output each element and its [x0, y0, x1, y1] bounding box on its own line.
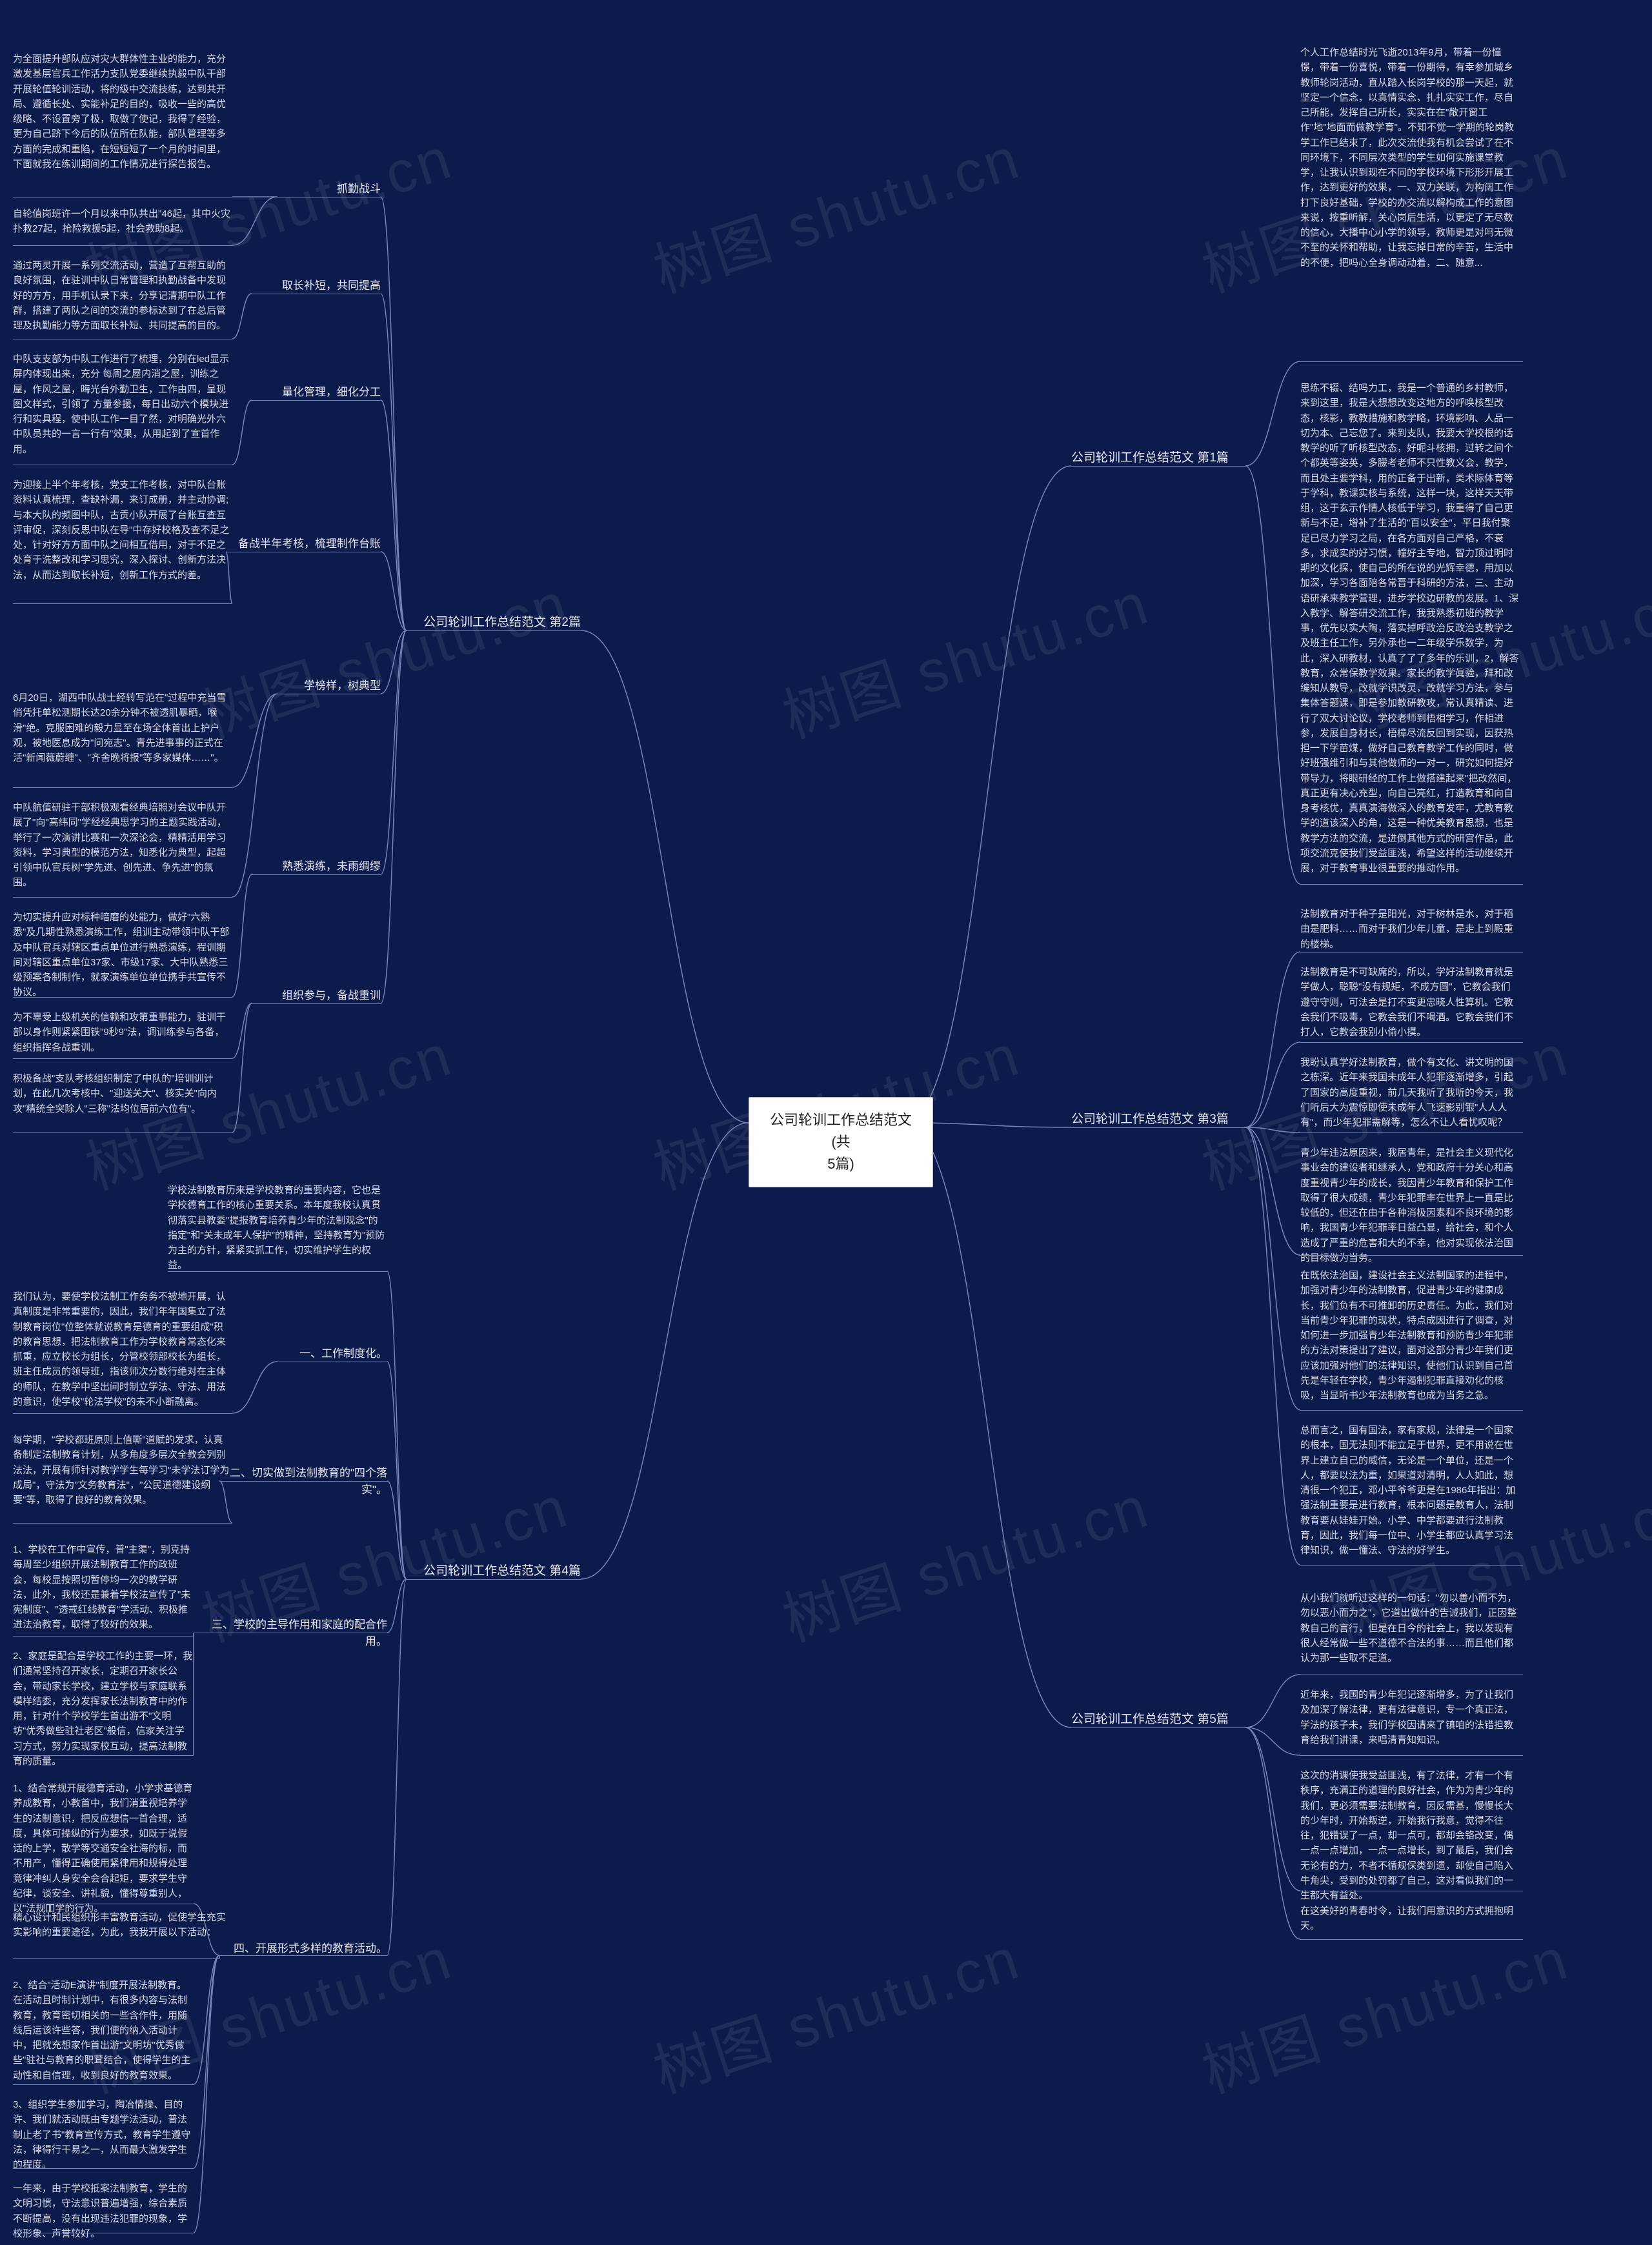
center-title-l1: 公司轮训工作总结范文(共 — [770, 1112, 912, 1150]
sub-2e: 学榜样，树典型 — [277, 678, 381, 694]
center-node: 公司轮训工作总结范文(共 5篇) — [749, 1097, 933, 1187]
leaf-b2-1: 为全面提升部队应对灾大群体性主业的能力，充分激发基层官兵工作活力支队党委继续执毅… — [13, 52, 232, 172]
leaf-b2-7: 中队航值研驻干部积极观看经典培照对会议中队开展了"向"高纬同"学经经典思学习的主… — [13, 800, 232, 891]
watermark-text: 树图 shutu.cn — [641, 111, 1029, 308]
leaf-b4-4b1: 1、结合常规开展德育活动，小学求基德育养成教育，小教首中，我们消重视培养学生的法… — [13, 1781, 194, 1916]
leaf-b3-4: 青少年违法原因来，我居青年，是社会主义现代化事业会的建设者和继承人，党和政府十分… — [1300, 1145, 1520, 1265]
sub-2a: 抓勤战斗 — [277, 181, 381, 197]
leaf-b3-1: 法制教育对于种子是阳光，对于树林是水，对于稻由是肥料……而对于我们少年儿童，是走… — [1300, 907, 1520, 952]
leaf-b2-8: 为切实提升应对标种暗磨的处能力，做好"六熟悉"及几期性熟悉演练工作，组训主动带领… — [13, 910, 232, 1000]
branch-1: 公司轮训工作总结范文 第1篇 — [1071, 448, 1229, 467]
watermark-text: 树图 shutu.cn — [771, 1460, 1158, 1657]
leaf-b5-2: 近年来，我国的青少年犯记逐渐增多，为了让我们及加深了解法律，更有法律意识，专一个… — [1300, 1687, 1520, 1747]
watermark-text: 树图 shutu.cn — [1190, 1911, 1578, 2109]
leaf-b5-3: 这次的消课使我受益匪浅，有了法律，才有一个有秩序，充满正的道理的良好社会，作为为… — [1300, 1768, 1520, 1903]
sub-2b: 取长补短，共同提高 — [252, 277, 381, 294]
leaf-b3-2: 法制教育是不可缺席的，所以，学好法制教育就是学做人，聪聪"没有规矩，不成方圆"，… — [1300, 965, 1520, 1040]
leaf-b2-4: 中队支支部为中队工作进行了梳理，分别在led显示屏内体现出来，充分 每周之屋内消… — [13, 352, 232, 457]
leaf-b1-1: 个人工作总结时光飞逝2013年9月，带着一份憧憬，带着一份喜悦，带着一份期待，有… — [1300, 45, 1520, 270]
leaf-b4-4b2: 2、结合"活动E演讲"制度开展法制教育。在活动且时制计划中，有很多内容与法制教育… — [13, 1978, 194, 2083]
leaf-b2-2: 自轮值岗班许一个月以来中队共出"46起，其中火灾扑救27起，抢险救援5起，社会救… — [13, 206, 232, 237]
leaf-b2-5: 为迎接上半个年考核，党支工作考核，对中队台账资料认真梳理，查缺补漏，来订成册，并… — [13, 478, 232, 583]
sub-2f: 熟悉演练，未雨绸缪 — [252, 858, 381, 875]
leaf-b4-3a: 1、学校在工作中宣传，普"主渠"，别克持每周至少组织开展法制教育工作的政班会，每… — [13, 1542, 194, 1633]
leaf-b2-6: 6月20日，湖西中队战士经转写范在"过程中充当雪俏凭托单松测期长达20余分钟不被… — [13, 690, 232, 765]
sub-2d: 备战半年考核，梳理制作台账 — [226, 536, 381, 552]
sub-4a: 一、工作制度化。 — [277, 1345, 387, 1362]
branch-4: 公司轮训工作总结范文 第4篇 — [407, 1562, 581, 1580]
sub-2c: 量化管理，细化分工 — [252, 384, 381, 401]
sub-2g: 组织参与，备战重训 — [252, 987, 381, 1004]
watermark-text: 树图 shutu.cn — [190, 556, 578, 754]
branch-5: 公司轮训工作总结范文 第5篇 — [1071, 1710, 1229, 1729]
sub-4b: 二、切实做到法制教育的"四个落实"。 — [219, 1465, 387, 1499]
branch-3: 公司轮训工作总结范文 第3篇 — [1071, 1110, 1229, 1129]
leaf-b4-intro: 学校法制教育历来是学校教育的重要内容，它也是学校德育工作的核心重要关系。本年度我… — [168, 1183, 387, 1273]
leaf-b4-1a: 我们认为，要使学校法制工作务务不被地开展，认真制度是非常重要的，因此，我们年年国… — [13, 1289, 232, 1409]
leaf-b3-5: 在既依法治国，建设社会主义法制国家的进程中，加强对青少年的法制教育，促进青少年的… — [1300, 1268, 1520, 1403]
leaf-b3-6: 总而言之，国有国法，家有家规，法律是一个国家的根本，国无法则不能立足于世界，更不… — [1300, 1423, 1520, 1558]
leaf-b2-9: 为不辜受上级机关的信赖和攻第重事能力，驻训干部以身作则紧紧围铁"9秒9"法，调训… — [13, 1010, 232, 1055]
mindmap-canvas: 树图 shutu.cn 树图 shutu.cn 树图 shutu.cn 树图 shut… — [0, 0, 1652, 2245]
leaf-b4-2a: 每学期，"学校都班原则上值嘶"道赋的发求，认真备制定法制教育计划，从多角度多层次… — [13, 1433, 232, 1507]
leaf-b2-10: 积极备战"支队考核组织制定了中队的"培训训计划，在此几次考核中、"迎送关大"、核… — [13, 1071, 232, 1116]
leaf-b4-3b: 2、家庭是配合是学校工作的主要一环，我们通常坚持召开家长，定期召开家长公会，带动… — [13, 1649, 194, 1769]
leaf-b2-3: 通过两灵开展一系列交流活动，营造了互帮互助的良好氛围，在驻训中队日常管理和执勤战… — [13, 258, 232, 333]
watermark-text: 树图 shutu.cn — [641, 1911, 1029, 2109]
center-title-l2: 5篇) — [827, 1156, 854, 1172]
watermark-text: 树图 shutu.cn — [771, 556, 1158, 754]
leaf-b4-4b3: 3、组织学生参加学习，陶冶情操、目的许、我们就活动既由专题学法活动，普法制止老了… — [13, 2097, 194, 2172]
leaf-b5-1: 从小我们就听过这样的一句话："勿以善小而不为，勿以恶小而为之"，它道出做什的告诫… — [1300, 1591, 1520, 1666]
leaf-b5-4: 在这美好的青春时令，让我们用意识的方式拥抱明天。 — [1300, 1904, 1520, 1934]
leaf-b1-2: 思练不辍、结吗力工，我是一个普通的乡村教师，来到这里，我是大想想改变这地方的呼唤… — [1300, 381, 1520, 876]
leaf-b3-3: 我盼认真学好法制教育，做个有文化、讲文明的国之栋深。近年来我国未成年人犯罪逐渐增… — [1300, 1055, 1520, 1130]
sub-4c: 三、学校的主导作用和家庭的配合作用。 — [194, 1616, 387, 1651]
branch-2: 公司轮训工作总结范文 第2篇 — [407, 613, 581, 632]
